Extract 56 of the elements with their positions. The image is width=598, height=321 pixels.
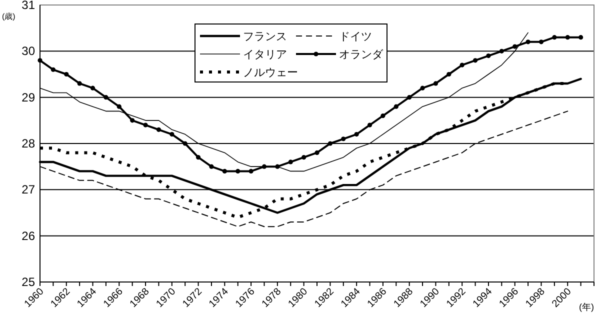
legend-label: オランダ — [339, 49, 384, 61]
legend-label: ドイツ — [339, 31, 372, 43]
point — [433, 81, 438, 86]
x-axis-title: (年) — [579, 302, 594, 312]
point — [77, 81, 82, 86]
point — [446, 72, 452, 77]
point — [499, 48, 504, 54]
point — [182, 141, 188, 146]
point — [526, 40, 530, 44]
point — [578, 35, 584, 40]
point — [420, 86, 425, 90]
point — [314, 150, 320, 156]
y-axis-title: (歳) — [2, 12, 16, 21]
point — [50, 67, 56, 72]
legend-label: ノルウェー — [243, 67, 298, 79]
point — [156, 127, 162, 132]
point — [394, 104, 398, 109]
point — [460, 62, 464, 68]
point — [328, 141, 332, 146]
point — [236, 168, 240, 174]
y-tick-label: 31 — [22, 0, 36, 12]
point — [367, 122, 372, 128]
point — [209, 164, 214, 169]
point — [222, 168, 227, 174]
y-tick-label: 28 — [22, 136, 36, 150]
point — [565, 35, 570, 40]
point — [341, 136, 346, 142]
point — [170, 132, 174, 137]
y-tick-label: 26 — [22, 228, 36, 243]
point — [512, 44, 518, 49]
point — [288, 160, 293, 164]
point — [486, 53, 491, 58]
point — [196, 155, 201, 160]
point — [143, 122, 148, 128]
point — [302, 155, 306, 160]
point — [116, 104, 122, 109]
point — [552, 35, 557, 40]
point — [472, 58, 478, 63]
point — [275, 164, 280, 169]
point — [90, 86, 96, 90]
point — [64, 72, 69, 77]
point — [262, 164, 267, 169]
y-tick-label: 25 — [22, 275, 36, 289]
point — [354, 132, 359, 137]
y-tick-label: 29 — [22, 90, 36, 104]
legend-label: フランス — [243, 31, 287, 43]
point — [248, 168, 254, 174]
y-tick-label: 30 — [22, 44, 36, 58]
legend-label: イタリア — [243, 49, 287, 61]
point — [407, 95, 412, 100]
point — [380, 114, 386, 118]
y-tick-label: 27 — [22, 182, 36, 197]
point — [130, 118, 135, 123]
point — [38, 58, 42, 63]
point — [538, 40, 544, 44]
point — [104, 95, 108, 100]
